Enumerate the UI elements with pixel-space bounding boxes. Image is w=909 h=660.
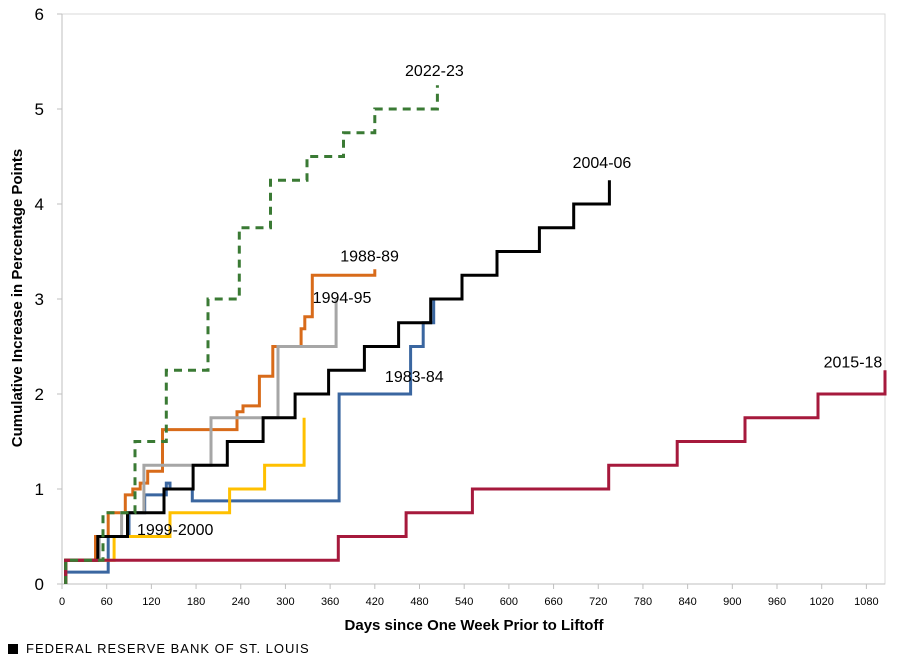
x-tick-label: 960 xyxy=(768,596,786,608)
x-tick-label: 720 xyxy=(589,596,607,608)
y-tick-label: 2 xyxy=(35,385,44,404)
x-tick-label: 540 xyxy=(455,596,473,608)
series-label-2015-18: 2015-18 xyxy=(824,355,883,372)
x-tick-label: 180 xyxy=(187,596,205,608)
footer-square-icon xyxy=(8,643,18,654)
series-label-1994-95: 1994-95 xyxy=(313,290,372,307)
x-axis-title: Days since One Week Prior to Liftoff xyxy=(345,617,605,634)
x-tick-label: 0 xyxy=(59,596,65,608)
y-tick-label: 1 xyxy=(35,480,44,499)
x-tick-label: 1020 xyxy=(809,596,833,608)
x-tick-label: 480 xyxy=(410,596,428,608)
y-tick-label: 5 xyxy=(35,100,44,119)
series-2015-18 xyxy=(64,370,887,584)
series-label-2004-06: 2004-06 xyxy=(573,155,632,172)
series-2022-23 xyxy=(64,85,439,584)
x-tick-label: 120 xyxy=(142,596,160,608)
y-tick-label: 4 xyxy=(35,195,44,214)
series-labels: 1983-84 1988-89 1994-95 1999-2000 2004-06 201… xyxy=(137,63,882,539)
axes: 0 60 120 180 240 300 360 420 480 540 600 660 720 780 8… xyxy=(35,5,886,608)
series-2004-06 xyxy=(64,180,611,584)
x-tick-label: 780 xyxy=(634,596,652,608)
series-group xyxy=(64,85,887,584)
x-tick-label: 60 xyxy=(101,596,113,608)
y-tick-label: 6 xyxy=(35,5,44,24)
x-tick-label: 600 xyxy=(500,596,518,608)
line-chart: 0 60 120 180 240 300 360 420 480 540 600 660 720 780 8… xyxy=(9,5,887,634)
series-label-2022-23: 2022-23 xyxy=(405,63,464,80)
series-label-1999-2000: 1999-2000 xyxy=(137,522,214,539)
x-tick-label: 240 xyxy=(232,596,250,608)
series-label-1983-84: 1983-84 xyxy=(385,369,444,386)
footer-source-text: FEDERAL RESERVE BANK OF ST. LOUIS xyxy=(26,641,310,656)
y-tick-label: 0 xyxy=(35,575,44,594)
x-tick-label: 300 xyxy=(276,596,294,608)
y-axis-title: Cumulative Increase in Percentage Points xyxy=(9,149,26,447)
x-tick-label: 900 xyxy=(723,596,741,608)
series-label-1988-89: 1988-89 xyxy=(340,248,399,265)
series-1994-95 xyxy=(64,299,338,584)
x-tick-label: 840 xyxy=(678,596,696,608)
footer-source: FEDERAL RESERVE BANK OF ST. LOUIS xyxy=(8,641,310,656)
x-tick-label: 420 xyxy=(366,596,384,608)
y-tick-label: 3 xyxy=(35,290,44,309)
x-tick-label: 660 xyxy=(544,596,562,608)
x-tick-label: 360 xyxy=(321,596,339,608)
x-tick-label: 1080 xyxy=(854,596,878,608)
